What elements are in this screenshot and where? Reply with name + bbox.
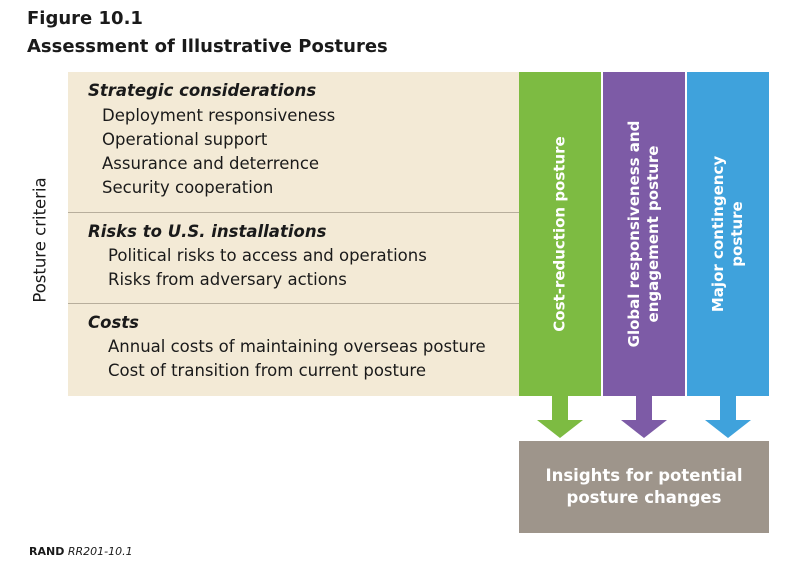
criterion-operational-support: Operational support: [102, 130, 268, 149]
section-heading-strategic: Strategic considerations: [88, 81, 317, 100]
arrow-down-icon: [705, 396, 751, 438]
figure-footer: RAND RR201-10.1: [29, 545, 133, 558]
footer-org: RAND: [29, 545, 65, 558]
section-heading-risks: Risks to U.S. installations: [88, 222, 327, 241]
section-heading-costs: Costs: [88, 313, 139, 332]
posture-label-global-responsiveness-line2: engagement posture: [644, 145, 662, 323]
criterion-political-risks: Political risks to access and operations: [108, 246, 427, 265]
figure-label: Figure 10.1: [27, 8, 143, 29]
insights-line2: posture changes: [566, 488, 722, 507]
posture-label-cost-reduction: Cost-reduction posture: [550, 136, 569, 332]
posture-column-cost-reduction: Cost-reduction posture: [519, 72, 601, 396]
criterion-assurance-deterrence: Assurance and deterrence: [102, 154, 320, 173]
arrow-down-icon: [621, 396, 667, 438]
criterion-security-cooperation: Security cooperation: [102, 178, 274, 197]
criterion-deployment-responsiveness: Deployment responsiveness: [102, 106, 336, 125]
posture-label-major-contingency-line2: posture: [728, 201, 746, 267]
insights-line1: Insights for potential: [545, 466, 743, 485]
posture-label-global-responsiveness-line1: Global responsiveness and: [625, 120, 643, 348]
posture-criteria-box: Strategic considerations Deployment resp…: [68, 72, 520, 396]
insights-box: Insights for potential posture changes: [519, 441, 769, 533]
criterion-transition-cost: Cost of transition from current posture: [108, 361, 427, 380]
figure-title: Assessment of Illustrative Postures: [27, 36, 388, 57]
arrow-down-icon: [537, 396, 583, 438]
posture-criteria-label: Posture criteria: [30, 177, 50, 303]
section-divider: [68, 303, 520, 304]
footer-code: RR201-10.1: [67, 545, 133, 558]
posture-column-major-contingency: Major contingency posture: [687, 72, 769, 396]
criterion-adversary-risks: Risks from adversary actions: [108, 270, 347, 289]
criterion-annual-costs: Annual costs of maintaining overseas pos…: [108, 337, 486, 356]
section-divider: [68, 212, 520, 213]
posture-column-global-responsiveness: Global responsiveness and engagement pos…: [603, 72, 685, 396]
posture-label-major-contingency-line1: Major contingency: [709, 155, 727, 313]
